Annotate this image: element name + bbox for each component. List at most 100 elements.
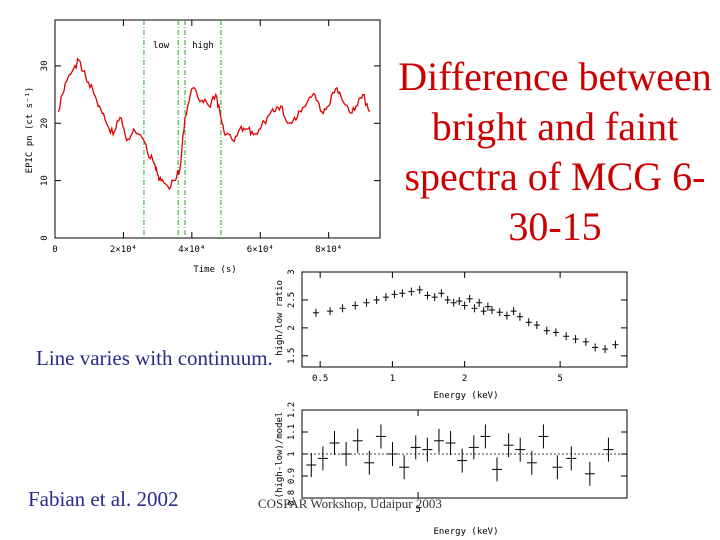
x-tick-label: 8×10⁴ [315, 245, 342, 255]
ratio-point [382, 293, 389, 302]
residual-point [538, 424, 549, 449]
slide-note: Line varies with continuum. [36, 346, 273, 370]
ratio-point [525, 318, 532, 327]
residual-point [492, 457, 502, 482]
x-axis-label: Energy (keV) [433, 391, 498, 401]
ratio-point [438, 289, 445, 298]
residual-point [457, 448, 468, 473]
footer-text: COSPAR Workshop, Udaipur 2003 [258, 496, 442, 511]
ratio-point [602, 345, 609, 354]
ratio-point [516, 312, 523, 321]
ratio-point [416, 285, 423, 294]
residual-point [399, 455, 410, 480]
residual-point [306, 453, 317, 477]
x-tick-label: 0 [52, 245, 57, 255]
y-tick-label: 10 [40, 175, 50, 186]
residual-point [364, 450, 375, 475]
ratio-point [363, 298, 370, 307]
residual-point [526, 450, 537, 475]
y-tick-label: 0.9 [287, 468, 297, 484]
residual-point [422, 437, 433, 462]
x-tick-label: 0.5 [312, 374, 328, 384]
ratio-point [408, 287, 415, 296]
residual-point [603, 437, 614, 462]
y-tick-label: 0 [40, 235, 50, 240]
ratio-point [373, 295, 380, 304]
residual-point [480, 424, 491, 449]
ratio-point [339, 304, 346, 313]
x-tick-label: 2×10⁴ [110, 245, 137, 255]
ratio-point [450, 298, 457, 307]
residual-point [552, 455, 563, 480]
ratio-point [312, 308, 319, 317]
residual-point [352, 428, 363, 453]
ratio-point [484, 302, 491, 311]
x-tick-label: 4×10⁴ [178, 245, 205, 255]
plot-frame [54, 19, 381, 239]
y-tick-label: 1.2 [287, 402, 297, 418]
x-axis-label: Time (s) [193, 265, 236, 275]
slide-title: Difference between bright and faint spec… [398, 54, 712, 249]
region-label: low [153, 41, 170, 51]
ratio-point [488, 306, 495, 314]
y-tick-label: 0.8 [287, 490, 297, 506]
ratio-chart: 0.5 1 2 5 1.5 2 2.5 3 Energy (keV) high/low rat… [275, 269, 628, 401]
residual-point [566, 446, 577, 471]
x-tick-label: 1 [390, 374, 395, 384]
ratio-point [543, 326, 550, 335]
ratio-point [496, 308, 503, 317]
y-tick-label: 2 [287, 325, 297, 330]
ratio-point [456, 297, 463, 306]
ratio-point [582, 337, 589, 346]
ratio-point [424, 291, 431, 300]
x-tick-label: 5 [415, 505, 420, 515]
ratio-point [431, 293, 438, 302]
x-tick-label: 6×10⁴ [247, 245, 274, 255]
ratio-point [563, 332, 570, 341]
ratio-point [533, 321, 540, 330]
residual-point [341, 442, 352, 466]
residual-point [584, 461, 595, 486]
x-tick-label: 2 [462, 374, 467, 384]
ratio-point [352, 301, 359, 310]
ratio-point [399, 289, 406, 298]
citation-text: Fabian et al. 2002 [28, 487, 179, 511]
y-tick-label: 30 [40, 60, 50, 71]
y-tick-label: 2.5 [287, 292, 297, 308]
ratio-point [466, 294, 473, 303]
y-axis-label: high/low ratio [275, 280, 285, 356]
residual-point [445, 431, 456, 455]
y-axis-label: EPIC pn (ct s⁻¹) [25, 87, 35, 174]
y-tick-label: 1.5 [287, 348, 297, 364]
y-tick-label: 1.1 [287, 424, 297, 440]
residual-point [375, 424, 386, 449]
ratio-point [391, 290, 398, 299]
ratio-point [552, 328, 559, 337]
y-tick-label: 20 [40, 118, 50, 129]
ratio-point [480, 307, 487, 316]
residual-point [468, 435, 479, 460]
ratio-point [572, 335, 579, 344]
x-axis-label: Energy (keV) [433, 527, 498, 537]
x-tick-label: 5 [557, 374, 562, 384]
ratio-point [476, 298, 483, 307]
y-tick-label: 1 [287, 451, 297, 456]
ratio-point [444, 295, 451, 304]
ratio-point [327, 307, 334, 316]
ratio-point [612, 340, 619, 349]
residual-point [329, 431, 340, 455]
region-label: high [192, 41, 214, 51]
y-tick-label: 3 [287, 269, 297, 274]
residual-point [433, 428, 444, 453]
count-rate-series [57, 57, 371, 191]
ratio-point [510, 307, 517, 316]
ratio-point [471, 304, 478, 313]
residual-point [317, 446, 328, 471]
ratio-point [592, 343, 599, 352]
light-curve-chart: low high 0 2×10⁴ 4×10⁴ 6×10⁴ 8×10⁴ 0 10 20 30 Tim… [25, 19, 381, 275]
residual-point [503, 433, 514, 458]
residual-point [387, 442, 398, 466]
residual-point [410, 435, 421, 460]
y-axis-label: (high-low)/model [275, 412, 285, 499]
